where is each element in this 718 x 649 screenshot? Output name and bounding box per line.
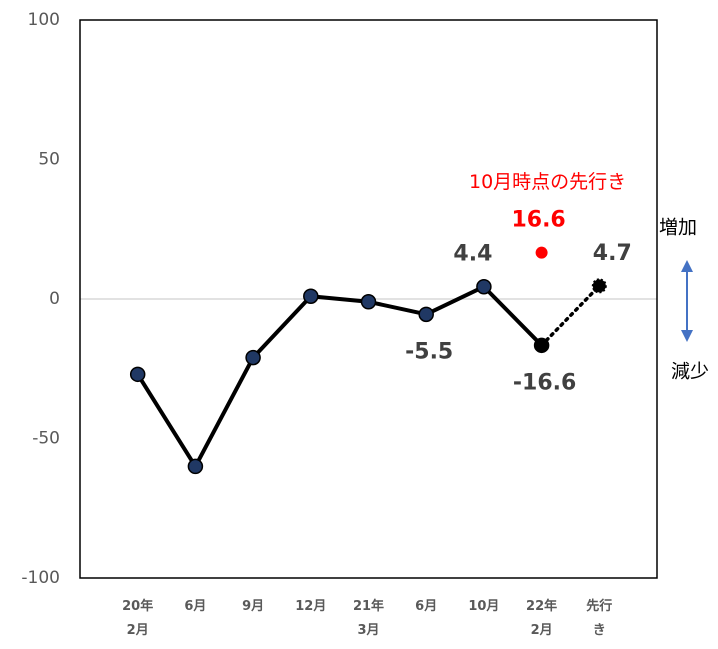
x-tick-label: 6月 xyxy=(415,599,438,614)
marker xyxy=(303,288,319,304)
plot-area xyxy=(79,19,658,579)
marker xyxy=(476,278,492,295)
arrow-down xyxy=(681,330,693,342)
arrow-up xyxy=(681,260,693,272)
x-tick-label: 6月 xyxy=(184,599,207,614)
decrease-label: 減少 xyxy=(671,361,709,383)
data-label: -5.5 xyxy=(405,339,453,364)
x-tick-label: 先行 き xyxy=(586,599,613,638)
marker xyxy=(245,349,261,366)
x-tick-label: 20年 2月 xyxy=(122,599,154,638)
line xyxy=(136,284,544,469)
data-label: 4.4 xyxy=(453,242,492,267)
y-tick-label: -50 xyxy=(32,429,60,449)
marker xyxy=(187,458,204,475)
forecast-point xyxy=(535,246,548,259)
marker xyxy=(418,306,434,323)
forecast-annotation: 10月時点の先行き xyxy=(469,171,626,193)
increase-label: 増加 xyxy=(659,217,697,239)
x-tick-label: 21年 3月 xyxy=(352,599,385,638)
y-tick-label: 0 xyxy=(49,289,60,309)
y-tick-label: 100 xyxy=(28,10,60,30)
marker xyxy=(533,337,550,354)
x-tick-label: 10月 xyxy=(468,599,500,614)
marker xyxy=(129,366,146,383)
y-tick-label: 50 xyxy=(38,150,60,170)
x-tick-label: 22年 2月 xyxy=(526,599,558,638)
forecast-line xyxy=(539,284,602,348)
forecast-marker xyxy=(591,278,607,294)
x-tick-label: 12月 xyxy=(295,599,327,614)
data-label: 16.6 xyxy=(511,208,565,233)
data-label: 4.7 xyxy=(593,241,632,266)
data-label: -16.6 xyxy=(513,370,576,395)
y-tick-label: -100 xyxy=(21,568,60,588)
marker xyxy=(360,294,377,310)
x-tick-label: 9月 xyxy=(242,599,265,614)
